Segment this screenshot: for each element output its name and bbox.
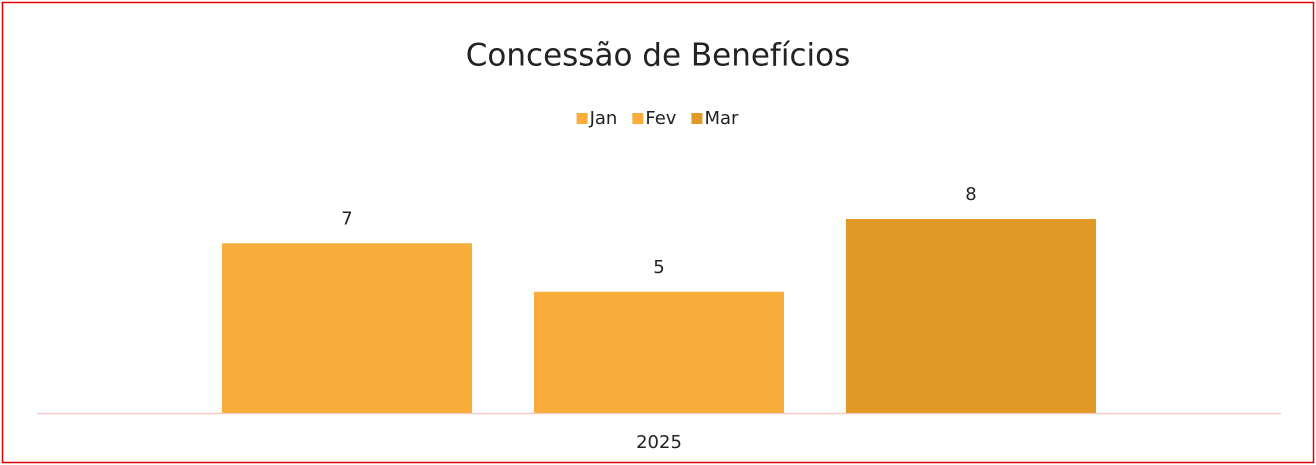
x-tick-label: 2025 — [636, 432, 682, 453]
legend-label: Fev — [645, 108, 676, 129]
bar — [534, 291, 784, 413]
legend-label: Jan — [589, 108, 618, 129]
bar — [846, 219, 1096, 413]
legend-swatch — [632, 113, 644, 124]
legend-label: Mar — [704, 108, 739, 129]
chart-title: Concessão de Benefícios — [466, 38, 850, 74]
legend-swatch — [691, 113, 703, 124]
bar — [222, 243, 472, 413]
data-label: 7 — [341, 208, 352, 229]
data-label: 8 — [965, 184, 976, 205]
data-label: 5 — [653, 257, 664, 278]
legend-swatch — [576, 113, 588, 124]
